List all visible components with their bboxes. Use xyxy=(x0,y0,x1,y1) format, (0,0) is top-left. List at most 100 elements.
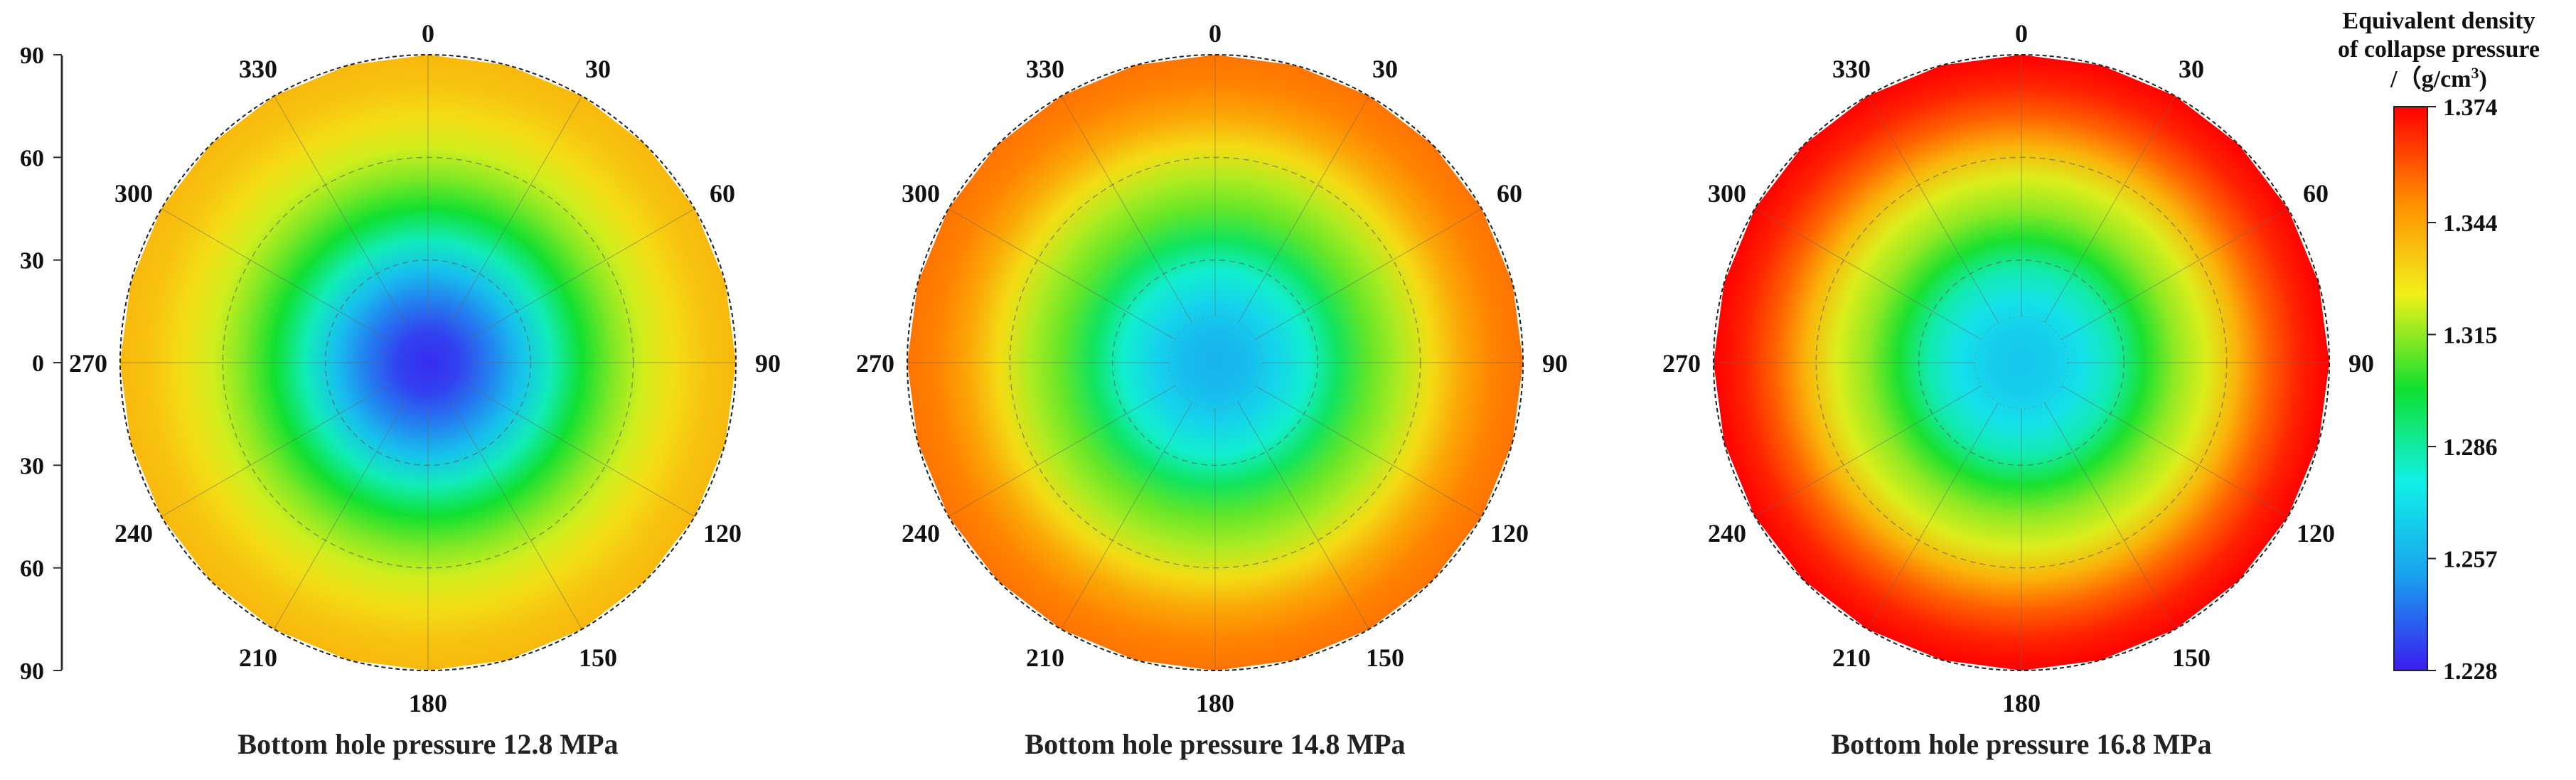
colorbar-gradient xyxy=(2393,106,2428,671)
colorbar-tick-label: 1.344 xyxy=(2443,210,2498,237)
polar-spoke xyxy=(450,402,583,630)
angular-tick-label: 90 xyxy=(2348,349,2374,378)
polar-grid-circle xyxy=(1815,156,2228,569)
colorbar-tick-label: 1.286 xyxy=(2443,434,2498,461)
radial-tick-label: 60 xyxy=(20,145,44,171)
colorbar-title-line-1: Equivalent density xyxy=(2342,8,2535,34)
polar-outer-circle xyxy=(1713,54,2330,671)
colorbar: Equivalent density of collapse pressure … xyxy=(2338,8,2540,685)
polar-panel-16-8: 0 30 60 90 120 150 180 210 240 270 300 330 Bottom ho… xyxy=(1662,19,2374,760)
angular-tick-label: 270 xyxy=(1662,349,1701,378)
angular-tick-label: 120 xyxy=(703,519,742,547)
polar-spoke xyxy=(467,385,695,518)
angular-tick-label: 120 xyxy=(2297,519,2335,547)
polar-grid-circle-inner xyxy=(1168,316,1262,410)
angular-tick-label: 30 xyxy=(2179,55,2204,83)
angular-tick-label: 0 xyxy=(1209,19,1222,48)
radial-tick-label: 90 xyxy=(20,43,44,69)
angular-tick-label: 270 xyxy=(856,349,894,378)
polar-spoke xyxy=(1866,95,1999,324)
polar-fill xyxy=(120,55,736,671)
polar-spoke xyxy=(161,208,389,341)
angular-tick-label: 330 xyxy=(239,55,277,83)
polar-spoke xyxy=(948,385,1176,518)
angular-tick-label: 90 xyxy=(755,349,781,378)
angular-tick-label: 240 xyxy=(1708,519,1746,547)
polar-spoke xyxy=(161,385,389,518)
colorbar-tick-label: 1.374 xyxy=(2443,95,2498,121)
polar-spoke xyxy=(2043,95,2176,324)
polar-spoke xyxy=(273,95,406,324)
panel-caption: Bottom hole pressure 14.8 MPa xyxy=(1025,728,1405,760)
angular-tick-label: 150 xyxy=(579,643,617,672)
angular-tick-label: 60 xyxy=(1497,179,1522,208)
polar-spoke xyxy=(948,208,1176,341)
angular-tick-label: 300 xyxy=(1708,179,1746,208)
polar-spoke xyxy=(2061,208,2289,341)
angular-tick-label: 180 xyxy=(1196,689,1234,717)
polar-spoke xyxy=(1060,95,1193,324)
polar-spoke xyxy=(450,95,583,324)
angular-tick-label: 90 xyxy=(1542,349,1568,378)
polar-spoke xyxy=(273,402,406,630)
angular-tick-label: 30 xyxy=(585,55,611,83)
polar-grid-circle-inner xyxy=(1974,316,2068,410)
polar-grid-circle xyxy=(324,259,532,466)
polar-spoke xyxy=(1754,208,1982,341)
polar-spoke xyxy=(1254,208,1482,341)
angular-tick-label: 330 xyxy=(1832,55,1871,83)
polar-grid-circle xyxy=(222,156,634,569)
angular-tick-label: 240 xyxy=(902,519,940,547)
polar-fill xyxy=(907,55,1523,671)
angular-tick-label: 210 xyxy=(1832,643,1871,672)
colorbar-title-line-3: /（g/cm3) xyxy=(2390,64,2487,92)
polar-spoke xyxy=(1237,95,1370,324)
polar-spoke xyxy=(1237,402,1370,630)
polar-fill xyxy=(1714,55,2329,671)
polar-grid-circle-inner xyxy=(381,316,475,410)
angular-tick-label: 210 xyxy=(239,643,277,672)
polar-grid-circle xyxy=(1111,259,1319,466)
polar-panel-14-8: 0 30 60 90 120 150 180 210 240 270 300 330 Bottom ho… xyxy=(856,19,1568,760)
angular-tick-label: 150 xyxy=(2172,643,2211,672)
panel-caption: Bottom hole pressure 12.8 MPa xyxy=(237,728,618,760)
polar-grid-circle xyxy=(1918,259,2125,466)
polar-outer-circle xyxy=(907,54,1524,671)
angular-tick-label: 180 xyxy=(2002,689,2041,717)
radial-tick-label: 30 xyxy=(20,248,44,274)
polar-panel-12-8: 0 30 60 90 120 150 180 210 240 270 300 330 Bottom ho… xyxy=(69,19,781,760)
radial-tick-label: 90 xyxy=(20,658,44,685)
radial-tick-label: 30 xyxy=(20,453,44,479)
polar-grid-circle xyxy=(1009,156,1421,569)
angular-tick-label: 30 xyxy=(1372,55,1398,83)
angular-tick-label: 150 xyxy=(1366,643,1404,672)
angular-tick-label: 330 xyxy=(1026,55,1064,83)
colorbar-title-line-2: of collapse pressure xyxy=(2338,36,2540,63)
colorbar-tick-label: 1.257 xyxy=(2443,546,2498,572)
radial-axis: 90 60 30 0 30 60 90 xyxy=(20,43,63,685)
radial-tick-label: 60 xyxy=(20,556,44,582)
angular-tick-label: 300 xyxy=(114,179,153,208)
polar-spoke xyxy=(1866,402,1999,630)
polar-spoke xyxy=(467,208,695,341)
colorbar-tick-label: 1.228 xyxy=(2443,658,2498,685)
angular-tick-label: 0 xyxy=(422,19,434,48)
panel-caption: Bottom hole pressure 16.8 MPa xyxy=(1831,728,2211,760)
polar-spoke xyxy=(1254,385,1482,518)
angular-tick-label: 270 xyxy=(69,349,107,378)
polar-spoke xyxy=(1754,385,1982,518)
radial-tick-label: 0 xyxy=(32,351,44,377)
angular-tick-label: 240 xyxy=(114,519,153,547)
angular-tick-label: 120 xyxy=(1490,519,1529,547)
angular-tick-label: 180 xyxy=(409,689,447,717)
colorbar-tick-label: 1.315 xyxy=(2443,322,2498,348)
angular-tick-label: 0 xyxy=(2015,19,2028,48)
polar-outer-circle xyxy=(119,54,737,671)
angular-tick-label: 60 xyxy=(2303,179,2329,208)
polar-spoke xyxy=(2043,402,2176,630)
polar-spoke xyxy=(2061,385,2289,518)
polar-spoke xyxy=(1060,402,1193,630)
angular-tick-label: 210 xyxy=(1026,643,1064,672)
angular-tick-label: 300 xyxy=(902,179,940,208)
